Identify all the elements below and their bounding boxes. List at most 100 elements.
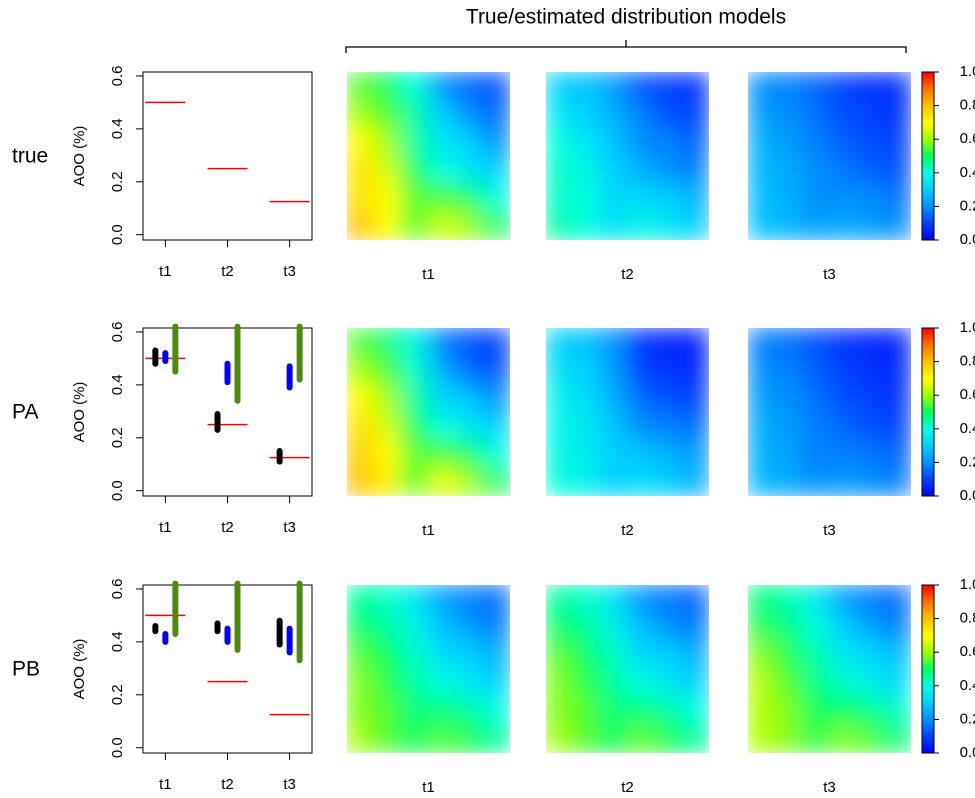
- heatmap-cell: [373, 696, 402, 726]
- heatmap-cell: [373, 439, 402, 469]
- row-label: true: [12, 145, 48, 168]
- heatmap: [748, 328, 911, 496]
- heatmap-cell: [681, 640, 709, 670]
- heatmap-cell: [373, 328, 402, 357]
- heatmap-cell: [627, 668, 656, 698]
- heatmap-cell: [801, 355, 830, 385]
- heatmap-cell: [347, 183, 375, 213]
- heatmap-cell: [883, 724, 911, 753]
- x-tick-label: t3: [283, 263, 296, 280]
- heatmap-cell: [455, 640, 484, 670]
- heatmap-cell: [681, 411, 709, 441]
- heatmap-cell: [546, 328, 574, 357]
- heatmap-cell: [627, 383, 656, 413]
- heatmap-cell: [654, 585, 683, 614]
- heatmap-cell: [883, 668, 911, 698]
- map-label: t3: [823, 779, 836, 796]
- heatmap-cell: [373, 612, 402, 642]
- heatmap-cell: [373, 127, 402, 157]
- colorbar: [921, 584, 935, 754]
- heatmap-cell: [572, 724, 601, 753]
- heatmap-cell: [347, 99, 375, 129]
- colorbar-tick-label: 0.8: [960, 353, 975, 370]
- x-tick-label: t1: [159, 776, 172, 793]
- heatmap-cell: [748, 355, 776, 385]
- colorbar-tick-label: 0.6: [960, 130, 975, 147]
- heatmap-cell: [883, 383, 911, 413]
- heatmap-cell: [829, 155, 858, 185]
- heatmap-cell: [627, 612, 656, 642]
- heatmap-cell: [748, 696, 776, 726]
- heatmap-cell: [856, 724, 885, 753]
- heatmap-cell: [373, 411, 402, 441]
- heatmap-cell: [546, 585, 574, 614]
- heatmap-cell: [856, 155, 885, 185]
- heatmap-cell: [428, 612, 457, 642]
- heatmap-cell: [373, 668, 402, 698]
- heatmap-cell: [546, 696, 574, 726]
- map-label: t2: [621, 522, 634, 539]
- heatmap-cell: [774, 585, 803, 614]
- heatmap-cell: [748, 724, 776, 753]
- heatmap-cell: [599, 355, 628, 385]
- heatmap-cell: [829, 612, 858, 642]
- y-tick-label: 0.6: [109, 66, 126, 87]
- heatmap: [347, 328, 510, 496]
- colorbar-tick-label: 1.0: [960, 63, 975, 80]
- heatmap-cell: [455, 383, 484, 413]
- heatmap-cell: [428, 127, 457, 157]
- heatmap-cell: [400, 724, 429, 753]
- heatmap-cell: [599, 696, 628, 726]
- heatmap-cells: [748, 328, 911, 496]
- heatmap-cell: [599, 668, 628, 698]
- heatmap-cell: [400, 696, 429, 726]
- heatmap-cell: [373, 183, 402, 213]
- header: True/estimated distribution models: [466, 6, 786, 29]
- heatmap-cell: [856, 211, 885, 240]
- y-tick-label: 0.0: [109, 224, 126, 245]
- heatmap-cell: [627, 183, 656, 213]
- heatmap-cell: [347, 127, 375, 157]
- heatmap-cell: [801, 467, 830, 496]
- heatmap-cell: [829, 668, 858, 698]
- heatmap-cell: [572, 383, 601, 413]
- heatmap-cell: [883, 467, 911, 496]
- heatmap-cell: [482, 155, 510, 185]
- heatmap-cell: [627, 72, 656, 101]
- heatmap-cell: [774, 612, 803, 642]
- heatmap-cell: [829, 211, 858, 240]
- heatmap-cell: [455, 439, 484, 469]
- heatmap-cell: [572, 411, 601, 441]
- heatmap-cell: [599, 724, 628, 753]
- y-tick-label: 0.6: [109, 579, 126, 600]
- heatmap-cell: [347, 155, 375, 185]
- heatmap-cell: [400, 211, 429, 240]
- heatmap-cell: [801, 155, 830, 185]
- heatmap-cell: [455, 411, 484, 441]
- heatmap-cell: [347, 211, 375, 240]
- heatmap-cell: [829, 99, 858, 129]
- heatmap-cell: [546, 383, 574, 413]
- heatmap-cell: [681, 612, 709, 642]
- map-label: t1: [422, 522, 435, 539]
- heatmap-cell: [482, 183, 510, 213]
- heatmap-cell: [572, 640, 601, 670]
- heatmap-cells: [347, 72, 510, 240]
- heatmap-cell: [883, 439, 911, 469]
- heatmap-cell: [748, 612, 776, 642]
- heatmap-cell: [599, 585, 628, 614]
- heatmap-cell: [455, 355, 484, 385]
- heatmap-cell: [482, 383, 510, 413]
- heatmap-cell: [801, 72, 830, 101]
- map-label: t1: [422, 779, 435, 796]
- heatmap-cell: [482, 612, 510, 642]
- heatmap-cell: [428, 467, 457, 496]
- heatmap-cell: [801, 383, 830, 413]
- heatmap-cell: [654, 211, 683, 240]
- heatmap-cell: [856, 612, 885, 642]
- heatmap-cell: [572, 155, 601, 185]
- heatmap-cells: [347, 585, 510, 753]
- heatmap-cell: [774, 439, 803, 469]
- heatmap-cell: [373, 155, 402, 185]
- heatmap-cell: [400, 183, 429, 213]
